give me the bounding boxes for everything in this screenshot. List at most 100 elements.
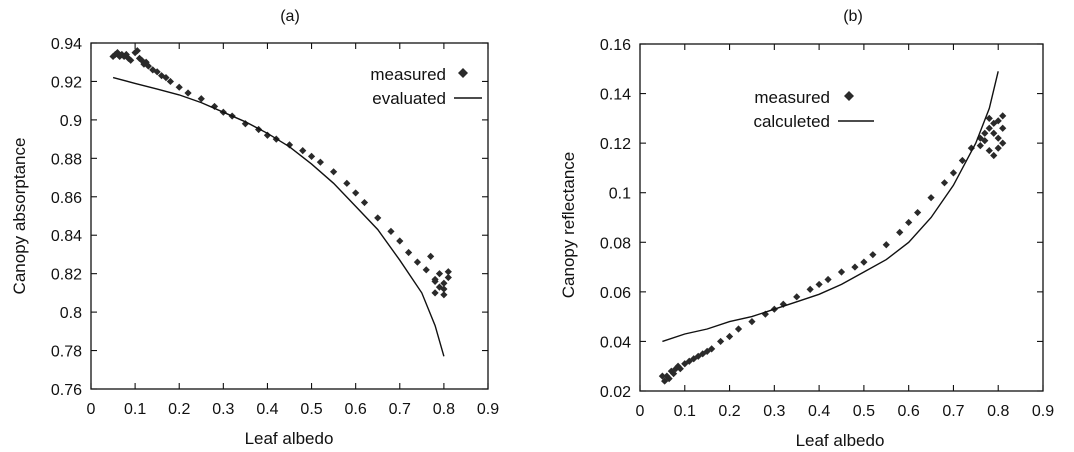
- panel-a-x-tick-label: 0.8: [433, 401, 455, 418]
- panel-b-x-tick-label: 0.2: [718, 403, 740, 420]
- panel-b-x-tick-label: 0: [636, 403, 645, 420]
- panel-b-x-tick-label: 0.6: [898, 403, 920, 420]
- panel-a-series-measured-point: [184, 89, 192, 97]
- panel-a-series-measured-point: [444, 273, 452, 282]
- panel-b-legend-label-measured: measured: [754, 88, 830, 107]
- panel-a-y-tick-label: 0.9: [60, 113, 82, 130]
- panel-a-x-tick-label: 0.4: [256, 401, 278, 418]
- panel-b-series-calculeted-line: [662, 71, 999, 343]
- panel-a-x-tick-label: 0.3: [212, 401, 234, 418]
- panel-b-x-tick-label: 0.3: [763, 403, 785, 420]
- panel-a-series-measured-point: [127, 56, 135, 64]
- panel-b-series-measured-point: [999, 139, 1007, 147]
- panel-b-series-measured-point: [672, 365, 680, 373]
- panel-a-series-measured-point: [413, 258, 422, 266]
- panel-a-x-tick-label: 0.9: [477, 401, 499, 418]
- panel-b-series-measured-point: [665, 375, 673, 383]
- panel-b-y-axis-title: Canopy reflectance: [559, 152, 578, 298]
- panel-a-series-evaluated-line: [112, 76, 445, 357]
- panel-a-legend-marker-measured: [458, 68, 468, 78]
- panel-b-series-measured-point: [985, 124, 993, 132]
- panel-a-series-measured-point: [135, 54, 144, 62]
- panel-b-x-tick-label: 0.9: [1032, 403, 1054, 420]
- panel-a-y-tick-label: 0.76: [51, 382, 82, 399]
- panel-b-series-measured-point: [990, 119, 998, 127]
- panel-a-series-measured-point: [316, 158, 324, 166]
- panel-a-series-measured-point: [431, 289, 439, 297]
- panel-b-y-tick-label: 0.16: [600, 37, 631, 54]
- panel-b-series-measured-point: [869, 251, 877, 259]
- panel-a-series-measured-point: [427, 252, 435, 260]
- panel-b-x-tick-label: 0.8: [987, 403, 1009, 420]
- panel-a-series-measured-point: [241, 120, 249, 128]
- panel-a-series-measured-point: [422, 266, 430, 274]
- panel-a-ticks: 0 0.1 0.2 0.3 0.4 0.5 0.6 0.7 0.8 0.9 0.76 0.78 0.8 0…: [51, 36, 499, 418]
- panel-b-series-measured-point: [667, 367, 675, 375]
- panel-b-y-tick-label: 0.14: [600, 87, 631, 104]
- panel-b-series-measured-point: [663, 372, 671, 380]
- panel-b-x-tick-label: 0.5: [853, 403, 875, 420]
- panel-b-series-measured-point: [882, 241, 890, 249]
- panel-a-plot-frame: [90, 42, 489, 390]
- panel-a-series-measured-point: [387, 227, 395, 235]
- panel-b-series-measured-point: [699, 350, 707, 358]
- panel-a-series-measured-point: [118, 50, 126, 59]
- panel-b-series-measured-point: [990, 129, 998, 137]
- panel-b-plot-frame: [639, 43, 1044, 392]
- panel-b-series-measured-point: [674, 362, 682, 370]
- panel-a-series-measured-point: [197, 95, 205, 103]
- panel-b-series-measured-point: [999, 112, 1007, 120]
- panel-a-series-measured-point: [374, 214, 382, 222]
- panel-a-series-measured-point: [162, 74, 170, 82]
- panel-a-series-measured-point: [435, 270, 444, 278]
- panel-b-x-tick-label: 0.7: [942, 403, 964, 420]
- panel-a-y-tick-label: 0.78: [51, 344, 82, 361]
- panel-a-y-tick-label: 0.86: [51, 190, 82, 207]
- panel-b-x-tick-label: 0.1: [674, 403, 696, 420]
- panel-b-legend-marker-measured: [844, 91, 854, 101]
- panel-a-x-tick-label: 0.7: [389, 401, 411, 418]
- panel-b-y-tick-label: 0.04: [600, 334, 631, 351]
- panel-b-series-measured-point: [949, 169, 958, 177]
- panel-b-series-measured-point: [994, 134, 1002, 142]
- panel-a-series-measured-point: [175, 83, 183, 91]
- panel-b-series-measured-point: [981, 129, 989, 137]
- panel-b-series-measured-point: [661, 377, 669, 385]
- panel-b-series-measured-point: [927, 194, 935, 202]
- panel-b-legend: measured calculeted: [753, 88, 874, 131]
- panel-a-series-measured-point: [343, 179, 351, 187]
- panel-b-series-measured-point: [958, 156, 966, 165]
- panel-b-series-measured-point: [999, 124, 1007, 132]
- panel-b-series-measured-point: [985, 114, 993, 122]
- panel-a-series-measured-point: [431, 275, 439, 284]
- panel-b-x-tick-label: 0.4: [808, 403, 830, 420]
- panel-b-series-measured-point: [717, 337, 725, 346]
- panel-b-y-tick-label: 0.06: [600, 285, 631, 302]
- panel-a-series-measured-point: [263, 131, 272, 139]
- panel-a-x-axis-title: Leaf albedo: [245, 429, 334, 448]
- panel-a-series-measured-point: [307, 152, 316, 161]
- panel-a-series-measured-point: [352, 189, 360, 197]
- panel-a: (a) 0 0.1 0.2 0.3 0.4 0.5 0.6 0.7 0.8 0.9 0.76 0.78…: [10, 8, 499, 448]
- panel-a-series-measured-point: [133, 47, 141, 55]
- panel-b-series-measured-point: [669, 370, 678, 378]
- panel-a-x-tick-label: 0: [87, 401, 96, 418]
- panel-a-y-tick-label: 0.8: [60, 305, 82, 322]
- panel-b-series-measured-point: [748, 318, 756, 326]
- panel-a-series-measured-point: [124, 54, 133, 62]
- panel-a-series-measured-point: [285, 141, 294, 149]
- panel-a-y-tick-label: 0.94: [51, 36, 82, 53]
- panel-a-series-measured-point: [396, 237, 404, 245]
- panel-a-series-measured-point: [144, 62, 152, 70]
- panel-b-series-measured-point: [779, 300, 787, 308]
- panel-a-y-axis-title: Canopy absorptance: [10, 138, 29, 295]
- panel-b-series-measured-point: [990, 151, 998, 160]
- panel-a-y-tick-label: 0.82: [51, 267, 82, 284]
- panel-b-series-measured-point: [793, 293, 801, 301]
- panel-b: (b) 0 0.1 0.2 0.3 0.4 0.5 0.6 0.7 0.8 0.9 0.02 0.04…: [559, 8, 1054, 450]
- panel-b-series-measured-point: [994, 144, 1002, 152]
- panel-a-series-measured-point: [440, 285, 448, 293]
- panel-b-series-measured-point: [860, 258, 868, 266]
- panel-b-series-measured-point: [824, 275, 832, 284]
